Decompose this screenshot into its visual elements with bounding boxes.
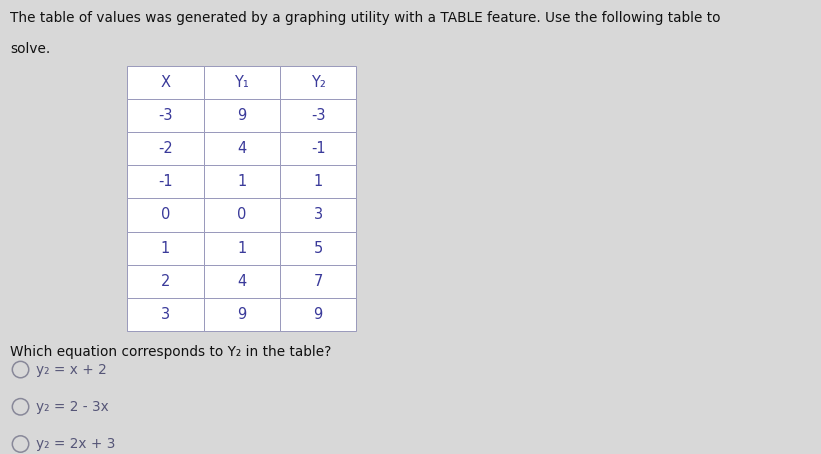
Text: solve.: solve.: [10, 42, 50, 56]
Text: X: X: [160, 75, 171, 90]
Text: -3: -3: [311, 108, 325, 123]
Text: 3: 3: [314, 207, 323, 222]
Text: -2: -2: [158, 141, 172, 156]
Text: 9: 9: [237, 307, 246, 322]
Text: 9: 9: [237, 108, 246, 123]
Text: 1: 1: [237, 241, 246, 256]
Text: y₂ = x + 2: y₂ = x + 2: [36, 363, 107, 376]
Text: 2: 2: [161, 274, 170, 289]
Text: Y₂: Y₂: [310, 75, 326, 90]
Text: 1: 1: [314, 174, 323, 189]
Text: 3: 3: [161, 307, 170, 322]
Text: 1: 1: [161, 241, 170, 256]
Text: 9: 9: [314, 307, 323, 322]
Text: The table of values was generated by a graphing utility with a TABLE feature. Us: The table of values was generated by a g…: [10, 11, 720, 25]
Text: Which equation corresponds to Y₂ in the table?: Which equation corresponds to Y₂ in the …: [10, 345, 331, 359]
Text: 5: 5: [314, 241, 323, 256]
Text: 0: 0: [161, 207, 170, 222]
Text: 4: 4: [237, 141, 246, 156]
Text: Y₁: Y₁: [235, 75, 249, 90]
Text: y₂ = 2 - 3x: y₂ = 2 - 3x: [36, 400, 109, 414]
Text: -3: -3: [158, 108, 172, 123]
Text: y₂ = 2x + 3: y₂ = 2x + 3: [36, 437, 116, 451]
Text: 4: 4: [237, 274, 246, 289]
Text: -1: -1: [311, 141, 325, 156]
Text: 0: 0: [237, 207, 246, 222]
Text: 7: 7: [314, 274, 323, 289]
Text: -1: -1: [158, 174, 172, 189]
Text: 1: 1: [237, 174, 246, 189]
